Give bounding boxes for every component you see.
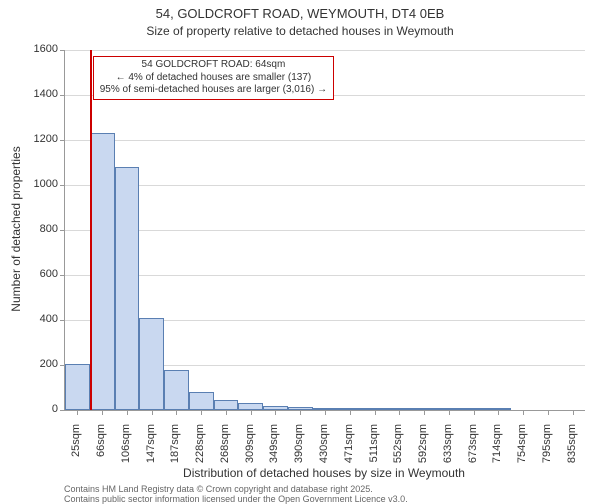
x-tick-label: 835sqm: [566, 424, 578, 474]
x-tick: [424, 410, 425, 415]
footer-line: Contains HM Land Registry data © Crown c…: [64, 484, 408, 494]
bar: [139, 318, 164, 410]
bar: [164, 370, 189, 411]
y-tick: [60, 95, 65, 96]
y-tick: [60, 275, 65, 276]
x-tick: [176, 410, 177, 415]
x-tick-label: 187sqm: [169, 424, 181, 474]
x-tick-label: 673sqm: [467, 424, 479, 474]
x-tick: [127, 410, 128, 415]
x-tick: [350, 410, 351, 415]
x-tick-label: 25sqm: [70, 424, 82, 474]
x-tick: [573, 410, 574, 415]
annotation-line: 95% of semi-detached houses are larger (…: [100, 84, 327, 97]
bar: [238, 403, 263, 410]
y-tick: [60, 230, 65, 231]
chart-plot-area: [64, 50, 585, 411]
subtitle: Size of property relative to detached ho…: [0, 24, 600, 38]
y-tick-label: 1600: [22, 43, 58, 55]
x-tick: [325, 410, 326, 415]
x-tick: [548, 410, 549, 415]
y-tick-label: 0: [22, 403, 58, 415]
footer-line: Contains public sector information licen…: [64, 494, 408, 504]
x-tick: [102, 410, 103, 415]
x-tick: [201, 410, 202, 415]
bar: [115, 167, 140, 410]
bar: [214, 400, 239, 410]
x-tick-label: 552sqm: [392, 424, 404, 474]
x-tick-label: 754sqm: [516, 424, 528, 474]
grid-line: [65, 230, 585, 231]
x-tick: [375, 410, 376, 415]
annotation-line: 54 GOLDCROFT ROAD: 64sqm: [100, 59, 327, 72]
x-tick: [77, 410, 78, 415]
y-tick: [60, 320, 65, 321]
bar: [65, 364, 90, 410]
grid-line: [65, 275, 585, 276]
x-tick-label: 106sqm: [120, 424, 132, 474]
title: 54, GOLDCROFT ROAD, WEYMOUTH, DT4 0EB: [0, 6, 600, 21]
x-tick: [474, 410, 475, 415]
x-tick-label: 228sqm: [194, 424, 206, 474]
y-tick: [60, 410, 65, 411]
y-tick: [60, 140, 65, 141]
x-tick-label: 390sqm: [293, 424, 305, 474]
x-tick: [275, 410, 276, 415]
y-axis-label: Number of detached properties: [9, 129, 23, 329]
bar: [90, 133, 115, 410]
y-tick-label: 1000: [22, 178, 58, 190]
y-tick-label: 800: [22, 223, 58, 235]
x-tick: [399, 410, 400, 415]
x-tick: [523, 410, 524, 415]
y-tick: [60, 50, 65, 51]
x-tick-label: 268sqm: [219, 424, 231, 474]
x-tick-label: 592sqm: [417, 424, 429, 474]
x-tick-label: 430sqm: [318, 424, 330, 474]
x-tick-label: 795sqm: [541, 424, 553, 474]
y-tick-label: 600: [22, 268, 58, 280]
grid-line: [65, 185, 585, 186]
y-tick: [60, 185, 65, 186]
y-tick-label: 1400: [22, 88, 58, 100]
x-tick-label: 714sqm: [491, 424, 503, 474]
annotation-box: 54 GOLDCROFT ROAD: 64sqm← 4% of detached…: [93, 56, 334, 100]
grid-line: [65, 140, 585, 141]
x-tick-label: 511sqm: [368, 424, 380, 474]
bar: [189, 392, 214, 410]
y-tick-label: 400: [22, 313, 58, 325]
x-tick-label: 147sqm: [145, 424, 157, 474]
y-tick-label: 1200: [22, 133, 58, 145]
x-tick-label: 633sqm: [442, 424, 454, 474]
x-tick-label: 66sqm: [95, 424, 107, 474]
property-marker-line: [90, 50, 92, 410]
x-tick: [226, 410, 227, 415]
annotation-line: ← 4% of detached houses are smaller (137…: [100, 72, 327, 85]
x-tick: [498, 410, 499, 415]
footer-text: Contains HM Land Registry data © Crown c…: [64, 484, 408, 504]
x-tick-label: 349sqm: [268, 424, 280, 474]
grid-line: [65, 50, 585, 51]
x-tick: [251, 410, 252, 415]
x-tick-label: 471sqm: [343, 424, 355, 474]
y-tick-label: 200: [22, 358, 58, 370]
x-tick: [300, 410, 301, 415]
x-tick: [152, 410, 153, 415]
x-tick: [449, 410, 450, 415]
x-tick-label: 309sqm: [244, 424, 256, 474]
